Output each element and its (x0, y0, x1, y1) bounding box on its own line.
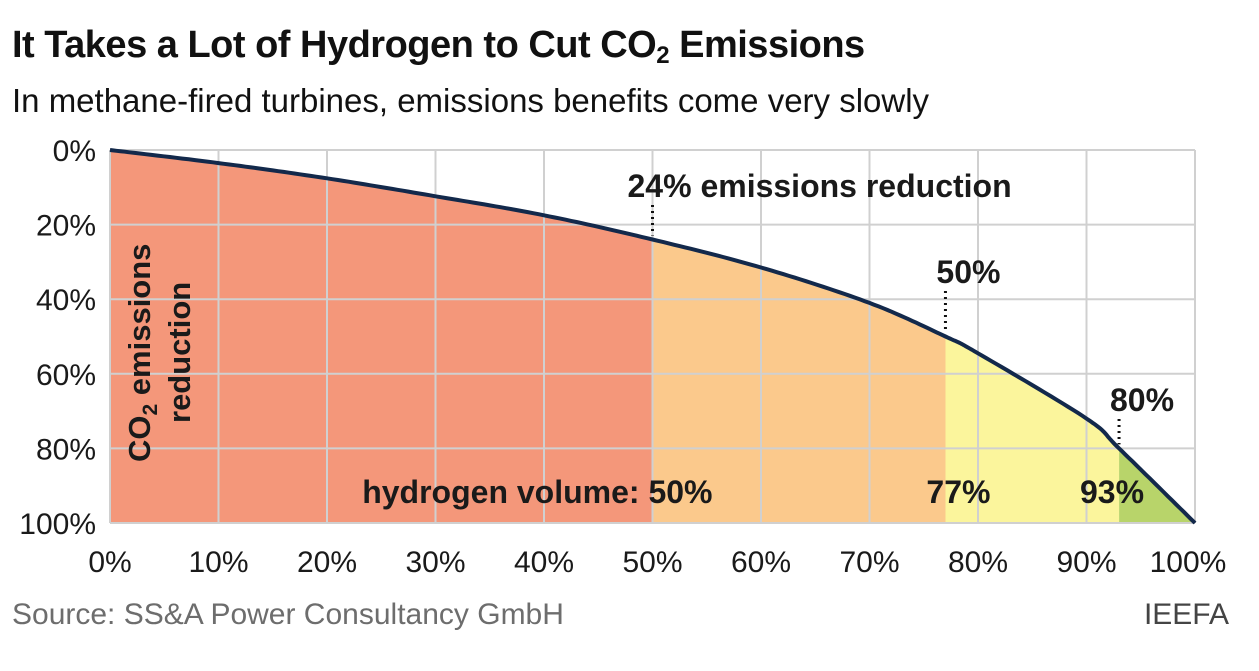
y-axis-ticks: 0% 20% 40% 60% 80% 100% (19, 135, 96, 541)
annotation-label: 50% (936, 254, 1000, 290)
y-axis-label-line2: reduction (162, 282, 197, 423)
chart-title: It Takes a Lot of Hydrogen to Cut CO2 Em… (12, 24, 865, 70)
y-tick-label: 40% (36, 284, 96, 317)
y-tick-label: 0% (53, 135, 96, 168)
y-axis-label-subscript: 2 (139, 404, 162, 416)
source-note: Source: SS&A Power Consultancy GmbH (12, 598, 564, 631)
x-tick-label: 50% (622, 546, 682, 579)
zone-area-2 (652, 239, 946, 523)
brand-logo-text: IEEFA (1143, 598, 1229, 631)
hydrogen-zones (110, 150, 1195, 523)
x-tick-label: 40% (514, 546, 574, 579)
annotations: 24% emissions reduction 50% 80% hydrogen vo… (362, 168, 1174, 510)
annotation-label: 80% (1110, 382, 1174, 418)
chart-title-subscript: 2 (656, 42, 670, 69)
hydrogen-volume-label: 93% (1080, 474, 1144, 510)
hydrogen-volume-label: 77% (926, 474, 990, 510)
x-tick-label: 10% (188, 546, 248, 579)
y-axis-label-line1: CO2 emissions (122, 244, 162, 462)
x-tick-label: 100% (1150, 546, 1227, 579)
emissions-curve-group (109, 148, 1197, 525)
x-tick-label: 60% (731, 546, 791, 579)
y-tick-label: 100% (19, 508, 96, 541)
x-tick-label: 30% (405, 546, 465, 579)
y-axis-label-emissions: emissions (122, 244, 157, 404)
x-tick-label: 20% (297, 546, 357, 579)
x-tick-label: 70% (839, 546, 899, 579)
x-tick-label: 90% (1056, 546, 1116, 579)
zone-area-1 (110, 150, 653, 523)
chart-plot: 24% emissions reduction 50% 80% hydrogen vo… (19, 135, 1226, 579)
x-axis-ticks: 0% 10% 20% 30% 40% 50% 60% 70% 80% 90% 100% (88, 546, 1226, 579)
y-axis-label-co: CO (122, 416, 157, 463)
chart-title-end: Emissions (669, 24, 865, 66)
hydrogen-volume-label: hydrogen volume: 50% (362, 474, 712, 510)
zone-area-3 (945, 336, 1120, 523)
chart-subtitle: In methane-fired turbines, emissions ben… (12, 82, 930, 119)
y-tick-label: 60% (36, 359, 96, 392)
y-axis-label: CO2 emissions reduction (122, 244, 197, 462)
x-tick-label: 0% (88, 546, 131, 579)
x-tick-label: 80% (948, 546, 1008, 579)
annotation-label: 24% emissions reduction (628, 168, 1012, 204)
y-tick-label: 80% (36, 433, 96, 466)
chart-title-main: It Takes a Lot of Hydrogen to Cut CO (12, 24, 657, 66)
y-tick-label: 20% (36, 210, 96, 243)
